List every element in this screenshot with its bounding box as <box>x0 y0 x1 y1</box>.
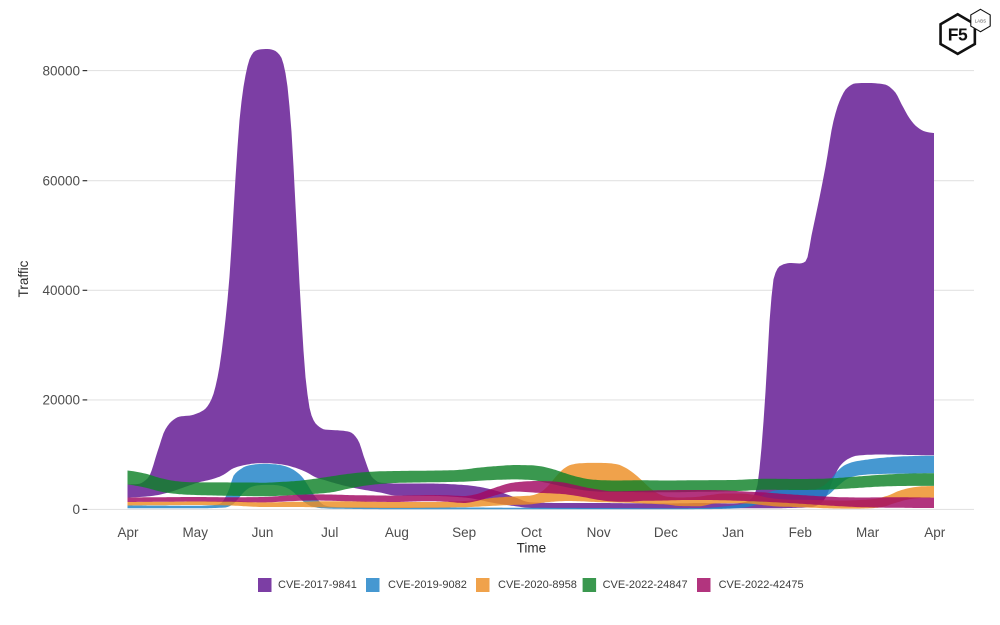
svg-text:Nov: Nov <box>587 525 611 540</box>
svg-text:Feb: Feb <box>789 525 812 540</box>
svg-text:Sep: Sep <box>452 525 476 540</box>
svg-text:20000: 20000 <box>42 393 80 408</box>
svg-text:Apr: Apr <box>924 525 946 540</box>
svg-text:Apr: Apr <box>117 525 139 540</box>
svg-text:Aug: Aug <box>385 525 409 540</box>
svg-text:Oct: Oct <box>521 525 542 540</box>
svg-text:Time: Time <box>517 541 547 556</box>
svg-text:F5: F5 <box>948 25 968 45</box>
svg-text:CVE-2022-42475: CVE-2022-42475 <box>719 579 804 591</box>
svg-text:60000: 60000 <box>42 173 80 188</box>
svg-text:CVE-2022-24847: CVE-2022-24847 <box>603 579 688 591</box>
svg-text:80000: 80000 <box>42 63 80 78</box>
svg-text:CVE-2020-8958: CVE-2020-8958 <box>498 579 577 591</box>
svg-text:CVE-2019-9082: CVE-2019-9082 <box>388 579 467 591</box>
svg-text:Mar: Mar <box>856 525 880 540</box>
svg-text:Dec: Dec <box>654 525 678 540</box>
svg-text:Jul: Jul <box>321 525 338 540</box>
svg-text:CVE-2017-9841: CVE-2017-9841 <box>278 579 357 591</box>
svg-text:LABS: LABS <box>975 18 987 23</box>
svg-text:Jan: Jan <box>722 525 744 540</box>
svg-text:40000: 40000 <box>42 283 80 298</box>
svg-text:0: 0 <box>72 502 80 517</box>
svg-text:May: May <box>182 525 208 540</box>
svg-text:Jun: Jun <box>252 525 274 540</box>
svg-text:Traffic: Traffic <box>16 260 31 297</box>
